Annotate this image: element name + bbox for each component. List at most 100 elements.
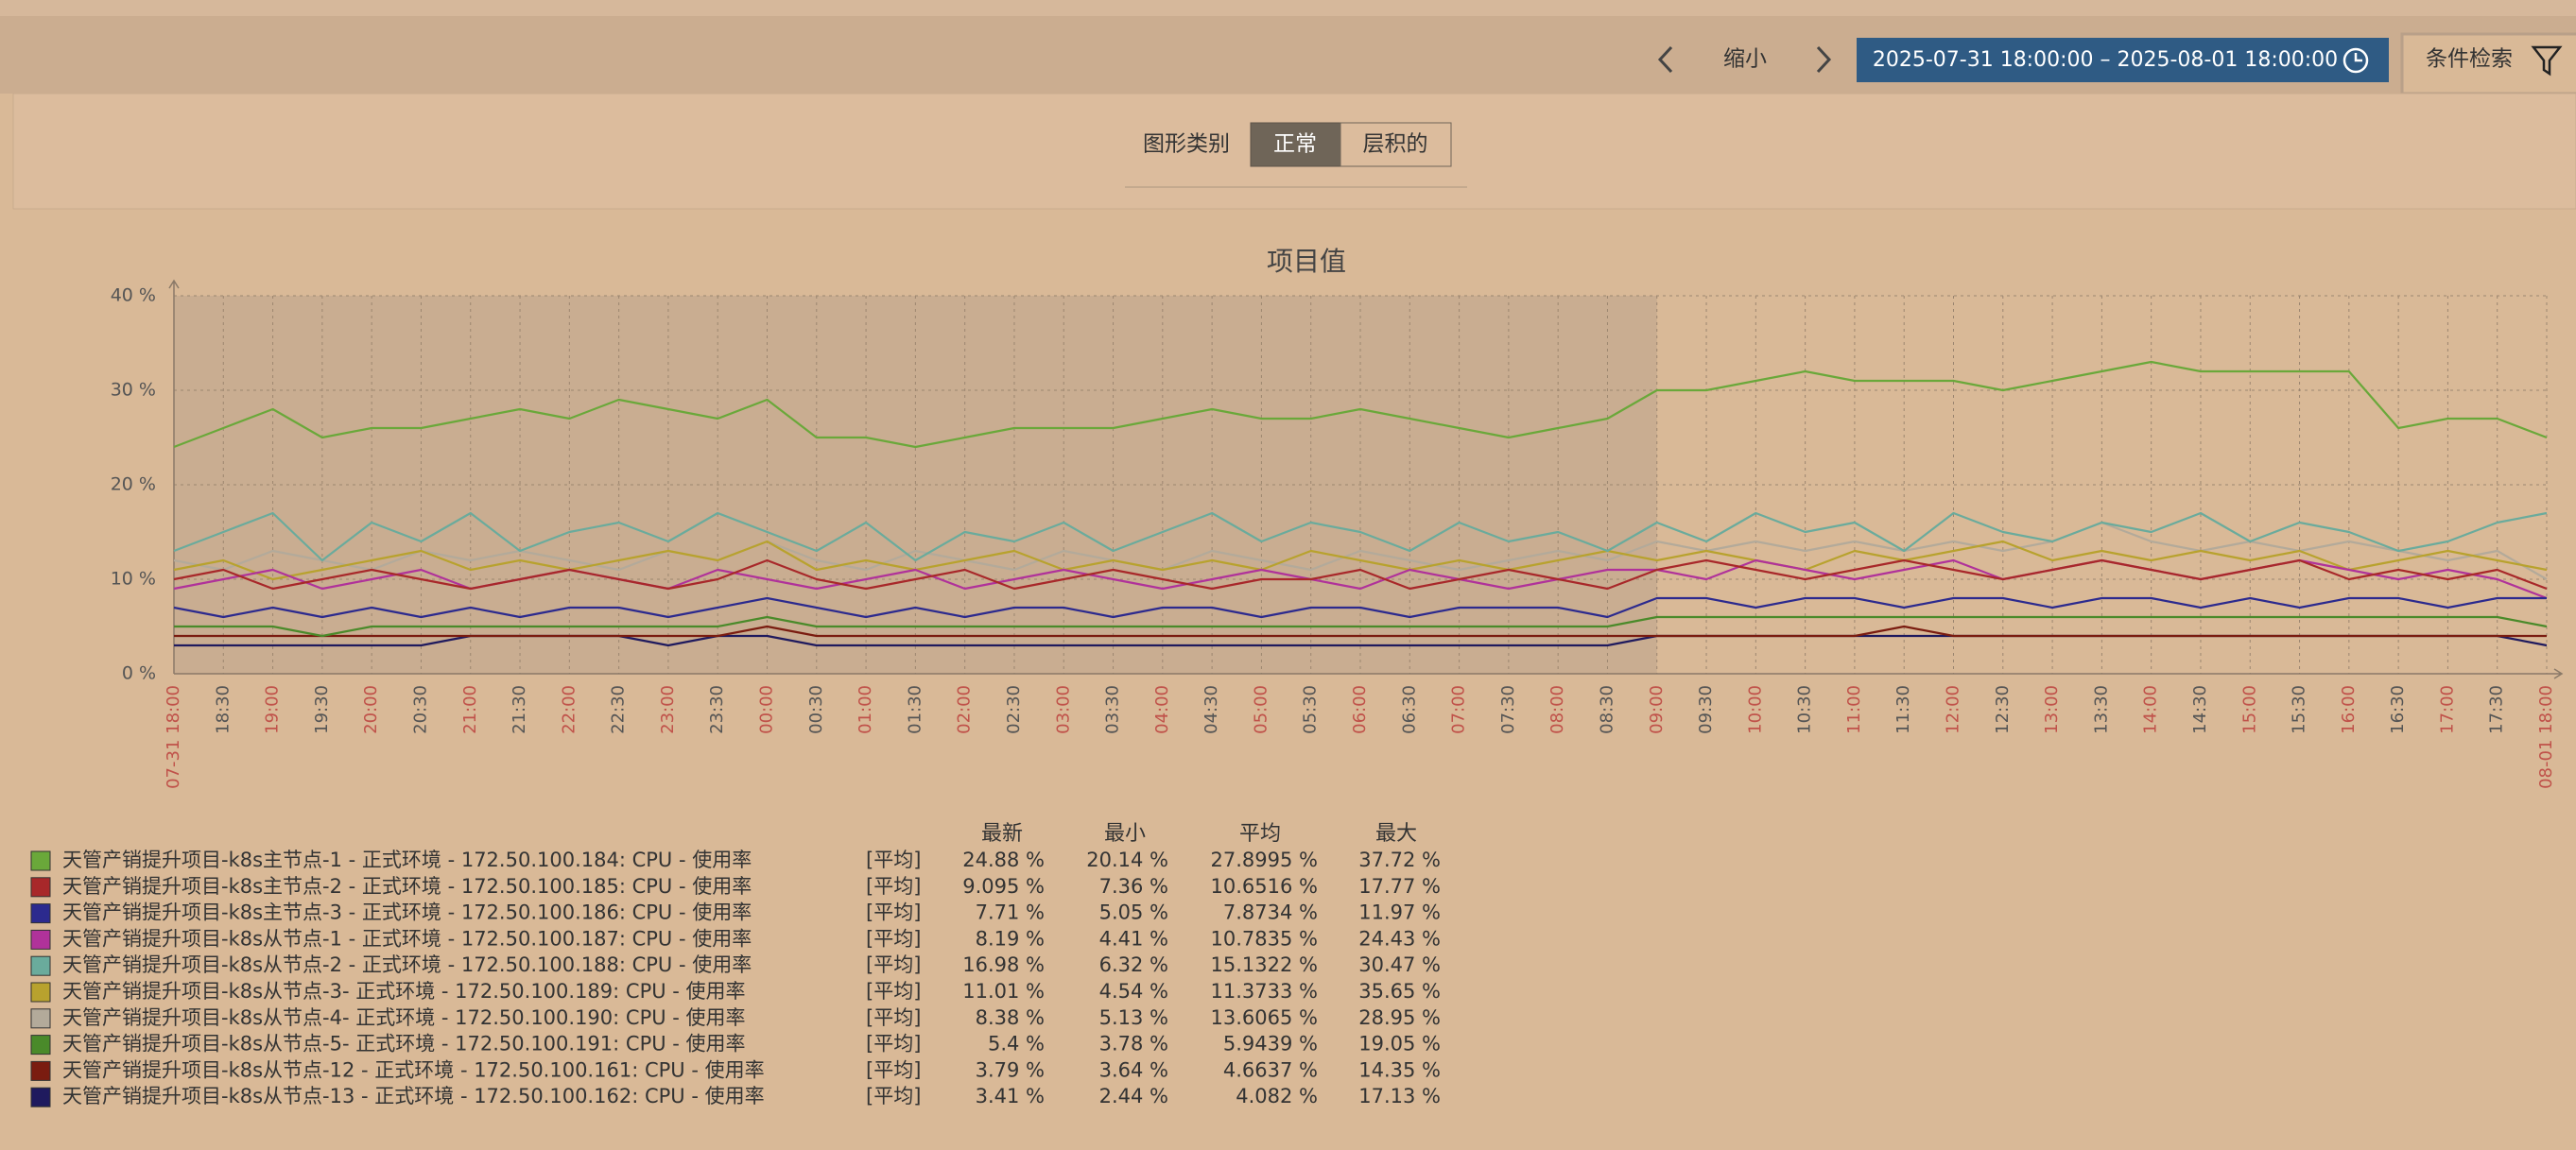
legend-stat: 6.32 % [1099, 953, 1168, 976]
legend-function: [平均] [866, 980, 921, 1003]
legend-stat: 16.98 % [962, 953, 1045, 976]
x-tick-label: 17:00 [2437, 685, 2457, 734]
x-axis [174, 668, 2564, 679]
legend-stat: 35.65 % [1358, 980, 1441, 1003]
legend-stat: 7.36 % [1099, 875, 1168, 898]
legend-column-header: 最新 [981, 822, 1023, 846]
next-button[interactable] [1816, 45, 1832, 74]
x-tick-label: 01:00 [856, 685, 875, 734]
x-tick-label: 14:30 [2190, 685, 2210, 734]
legend-stat: 3.41 % [976, 1085, 1045, 1107]
legend-stat: 5.13 % [1099, 1006, 1168, 1029]
x-tick-label: 21:00 [460, 685, 480, 734]
x-tick-label: 06:30 [1399, 685, 1419, 734]
legend-stat: 11.01 % [962, 980, 1045, 1003]
legend-stat: 11.3733 % [1211, 980, 1318, 1003]
option-stacked[interactable] [1340, 122, 1452, 167]
x-tick-label: 10:00 [1745, 685, 1765, 734]
legend-stat: 5.05 % [1099, 901, 1168, 924]
zoom-out-button[interactable]: 缩小 [1723, 47, 1767, 72]
legend-stat: 24.88 % [962, 849, 1045, 871]
x-tick-label: 02:00 [955, 685, 975, 734]
y-tick-label: 0 % [122, 663, 156, 684]
legend-stat: 4.41 % [1099, 927, 1168, 950]
x-tick-label: 18:30 [213, 685, 233, 734]
legend-stat: 11.97 % [1358, 901, 1441, 924]
clock-icon [2343, 47, 2369, 74]
legend-name: 天管产销提升项目-k8s从节点-2 - 正式环境 - 172.50.100.18… [62, 953, 752, 976]
legend-name: 天管产销提升项目-k8s从节点-4- 正式环境 - 172.50.100.190… [62, 1006, 746, 1029]
x-tick-label: 10:30 [1795, 685, 1815, 734]
x-tick-label: 23:00 [658, 685, 678, 734]
legend-swatch [30, 1035, 51, 1056]
x-tick-label: 13:30 [2091, 685, 2111, 734]
legend-column-header: 最小 [1104, 822, 1146, 846]
legend-stat: 3.79 % [976, 1058, 1045, 1081]
date-range: 2025-07-31 18:00:00 – 2025-08-01 18:00:0… [1873, 48, 2338, 72]
legend-swatch [30, 982, 51, 1003]
legend-function: [平均] [866, 901, 921, 924]
option-label: 层积的 [1363, 132, 1428, 157]
legend-function: [平均] [866, 1058, 921, 1081]
x-tick-label: 07:30 [1498, 685, 1518, 734]
series-line [173, 596, 2547, 619]
legend-name: 天管产销提升项目-k8s主节点-2 - 正式环境 - 172.50.100.18… [62, 875, 752, 898]
legend-stat: 13.6065 % [1211, 1006, 1318, 1029]
prev-button[interactable] [1657, 45, 1673, 74]
x-tick-label: 11:30 [1893, 685, 1913, 734]
legend-function: [平均] [866, 927, 921, 950]
legend-stat: 7.71 % [976, 901, 1045, 924]
x-tick-label: 00:00 [757, 685, 777, 734]
x-tick-label: 05:30 [1301, 685, 1321, 734]
series-line [174, 615, 2548, 638]
legend-stat: 8.19 % [976, 927, 1045, 950]
legend-stat: 24.43 % [1358, 927, 1441, 950]
legend-name: 天管产销提升项目-k8s从节点-12 - 正式环境 - 172.50.100.1… [62, 1058, 765, 1081]
top-strip [0, 0, 2576, 16]
filter-button[interactable] [2400, 32, 2576, 95]
y-tick-label: 10 % [111, 569, 156, 590]
x-tick-label: 08:30 [1597, 685, 1616, 734]
x-tick-label: 14:00 [2141, 685, 2161, 734]
legend-function: [平均] [866, 1006, 921, 1029]
legend-stat: 14.35 % [1358, 1058, 1441, 1081]
legend-swatch [30, 929, 51, 950]
x-tick-label: 23:30 [707, 685, 727, 734]
x-tick-label: 16:30 [2388, 685, 2408, 734]
date-range-button[interactable] [1857, 38, 2389, 82]
x-tick-label: 06:00 [1350, 685, 1370, 734]
legend-stat: 5.9439 % [1223, 1033, 1318, 1056]
legend-column-header: 平均 [1239, 822, 1281, 846]
series-line [173, 558, 2548, 591]
clock-hands [2354, 53, 2362, 62]
x-tick-label: 01:30 [905, 685, 925, 734]
legend-function: [平均] [866, 1033, 921, 1056]
legend-name: 天管产销提升项目-k8s从节点-3- 正式环境 - 172.50.100.189… [62, 980, 746, 1003]
x-tick-label: 03:30 [1103, 685, 1123, 734]
x-tick-label: 05:00 [1251, 685, 1271, 734]
x-tick-label: 04:00 [1152, 685, 1172, 734]
legend-stat: 17.77 % [1358, 875, 1441, 898]
x-tick-label: 12:30 [1993, 685, 2013, 734]
legend-swatch [30, 955, 51, 976]
series-line [173, 360, 2548, 449]
series-line [173, 511, 2548, 562]
x-tick-label: 03:00 [1053, 685, 1073, 734]
chart-title: 项目值 [1267, 246, 1346, 277]
x-tick-label: 07:00 [1449, 685, 1469, 734]
legend-stat: 4.6637 % [1223, 1058, 1318, 1081]
x-tick-label: 19:00 [263, 685, 283, 734]
legend-stat: 4.082 % [1236, 1085, 1318, 1107]
legend-swatch [30, 903, 51, 924]
legend-stat: 28.95 % [1358, 1006, 1441, 1029]
legend-stat: 27.8995 % [1211, 849, 1318, 871]
x-tick-label: 19:30 [312, 685, 332, 734]
legend-stat: 10.7835 % [1211, 927, 1318, 950]
legend-name: 天管产销提升项目-k8s主节点-3 - 正式环境 - 172.50.100.18… [62, 901, 752, 924]
x-tick-label: 16:00 [2339, 685, 2359, 734]
filter-icon [2531, 45, 2563, 77]
legend-stat: 8.38 % [976, 1006, 1045, 1029]
legend-stat: 15.1322 % [1211, 953, 1318, 976]
legend-name: 天管产销提升项目-k8s主节点-1 - 正式环境 - 172.50.100.18… [62, 849, 752, 871]
